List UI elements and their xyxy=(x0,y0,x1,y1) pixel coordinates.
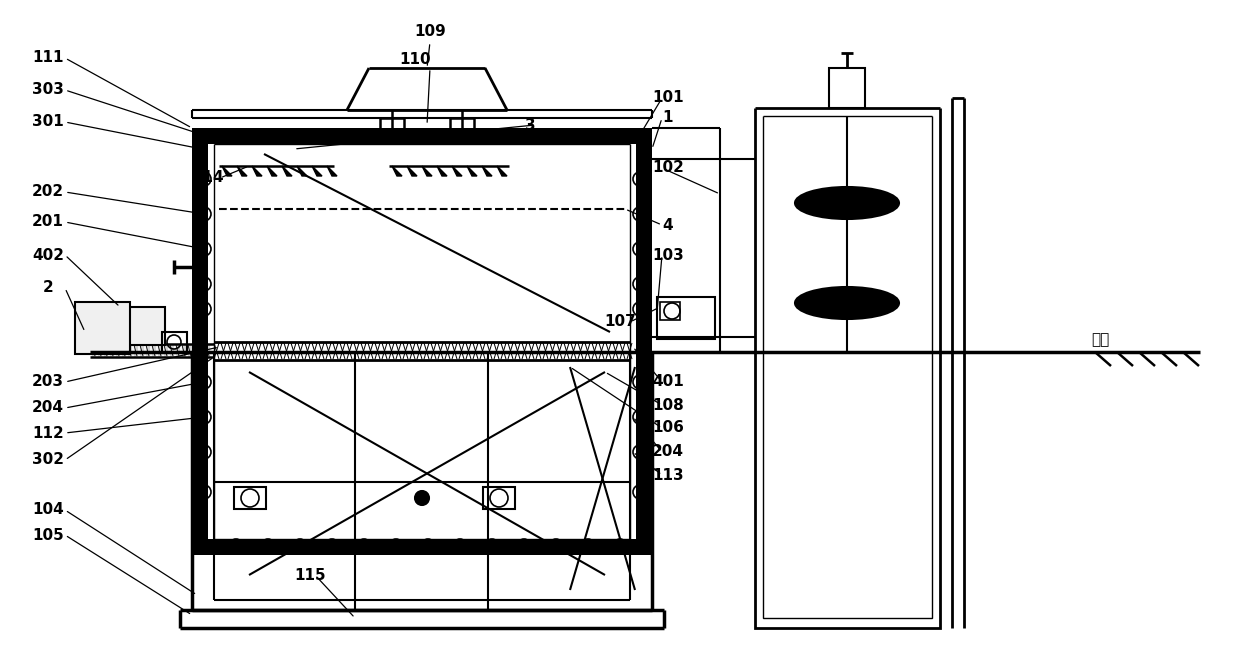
Polygon shape xyxy=(252,166,262,176)
Text: 204: 204 xyxy=(32,401,64,415)
Bar xyxy=(636,128,652,555)
Text: 401: 401 xyxy=(652,375,684,389)
Text: 101: 101 xyxy=(652,90,683,106)
Text: 303: 303 xyxy=(32,83,64,98)
Text: 104: 104 xyxy=(32,502,64,518)
Polygon shape xyxy=(436,166,446,176)
Text: 115: 115 xyxy=(294,568,326,582)
Polygon shape xyxy=(92,345,95,356)
Polygon shape xyxy=(128,345,131,356)
Text: 1: 1 xyxy=(662,110,673,126)
Text: 103: 103 xyxy=(652,248,684,263)
Text: 109: 109 xyxy=(414,25,446,39)
Bar xyxy=(120,307,165,345)
Bar xyxy=(755,352,940,628)
Polygon shape xyxy=(298,166,308,176)
Polygon shape xyxy=(182,345,185,356)
Bar xyxy=(192,128,652,144)
Bar xyxy=(763,352,932,618)
Bar xyxy=(657,297,715,339)
Bar xyxy=(484,487,515,509)
Text: 110: 110 xyxy=(399,53,430,67)
Bar xyxy=(192,539,652,555)
Polygon shape xyxy=(134,345,136,356)
Polygon shape xyxy=(98,345,100,356)
Text: 112: 112 xyxy=(32,426,64,440)
Polygon shape xyxy=(193,345,197,356)
Text: 102: 102 xyxy=(652,160,684,176)
Bar xyxy=(162,332,187,352)
Polygon shape xyxy=(281,166,291,176)
Polygon shape xyxy=(222,166,232,176)
Polygon shape xyxy=(482,166,492,176)
Text: 106: 106 xyxy=(652,420,684,436)
Text: 114: 114 xyxy=(192,170,223,186)
Bar xyxy=(74,302,130,354)
Bar xyxy=(379,118,404,138)
Polygon shape xyxy=(200,345,203,356)
Polygon shape xyxy=(157,345,161,356)
Text: 2: 2 xyxy=(42,281,53,295)
Text: 204: 204 xyxy=(652,444,684,460)
Polygon shape xyxy=(170,345,174,356)
Bar xyxy=(192,128,208,555)
Polygon shape xyxy=(206,345,210,356)
Polygon shape xyxy=(188,345,191,356)
Text: 201: 201 xyxy=(32,214,64,230)
Polygon shape xyxy=(422,166,432,176)
Bar xyxy=(660,302,680,320)
Polygon shape xyxy=(267,166,277,176)
Polygon shape xyxy=(153,345,155,356)
Text: 113: 113 xyxy=(652,468,683,482)
Text: 105: 105 xyxy=(32,528,64,542)
Ellipse shape xyxy=(795,287,899,319)
Polygon shape xyxy=(497,166,507,176)
Text: 202: 202 xyxy=(32,184,64,200)
Text: 4: 4 xyxy=(662,218,673,232)
Bar xyxy=(234,487,267,509)
Polygon shape xyxy=(407,166,417,176)
Text: 107: 107 xyxy=(604,315,636,329)
Polygon shape xyxy=(327,166,337,176)
Text: 108: 108 xyxy=(652,397,684,413)
Polygon shape xyxy=(237,166,247,176)
Text: 203: 203 xyxy=(32,375,64,389)
Bar xyxy=(450,118,474,138)
Polygon shape xyxy=(164,345,167,356)
Polygon shape xyxy=(467,166,477,176)
Polygon shape xyxy=(453,166,463,176)
Polygon shape xyxy=(110,345,113,356)
Text: 111: 111 xyxy=(32,51,63,65)
Polygon shape xyxy=(176,345,179,356)
Polygon shape xyxy=(104,345,107,356)
Polygon shape xyxy=(392,166,402,176)
Circle shape xyxy=(415,491,429,505)
Text: 301: 301 xyxy=(32,114,64,130)
Polygon shape xyxy=(140,345,143,356)
Polygon shape xyxy=(312,166,322,176)
Text: 3: 3 xyxy=(525,118,536,132)
Polygon shape xyxy=(117,345,119,356)
Ellipse shape xyxy=(795,187,899,219)
Polygon shape xyxy=(146,345,149,356)
Polygon shape xyxy=(122,345,125,356)
Text: 地面: 地面 xyxy=(1091,333,1109,347)
Text: 402: 402 xyxy=(32,248,64,263)
Bar xyxy=(830,68,866,108)
Text: 302: 302 xyxy=(32,452,64,468)
